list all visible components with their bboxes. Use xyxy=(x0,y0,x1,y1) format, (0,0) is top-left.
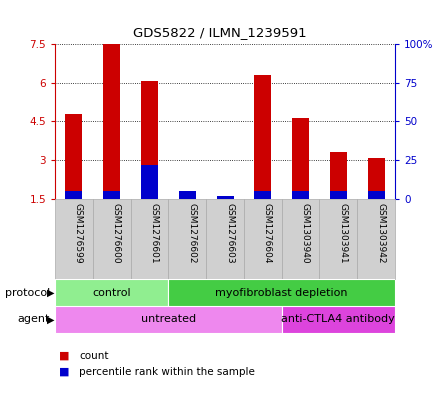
Bar xyxy=(55,306,282,333)
Text: ■: ■ xyxy=(59,367,70,377)
Text: GSM1276599: GSM1276599 xyxy=(74,203,83,264)
Bar xyxy=(103,191,120,199)
Text: percentile rank within the sample: percentile rank within the sample xyxy=(79,367,255,377)
Text: ▶: ▶ xyxy=(47,314,55,325)
Text: ▶: ▶ xyxy=(47,288,55,298)
Text: GSM1303940: GSM1303940 xyxy=(301,203,310,264)
Bar xyxy=(141,165,158,199)
Bar xyxy=(330,152,347,199)
Bar xyxy=(206,199,244,279)
Text: GSM1276603: GSM1276603 xyxy=(225,203,234,264)
Text: ■: ■ xyxy=(59,351,70,361)
Bar xyxy=(357,199,395,279)
Bar xyxy=(292,118,309,199)
Bar xyxy=(282,199,319,279)
Text: GSM1276602: GSM1276602 xyxy=(187,203,196,263)
Bar xyxy=(367,191,385,199)
Bar xyxy=(367,158,385,199)
Text: myofibroblast depletion: myofibroblast depletion xyxy=(216,288,348,298)
Bar xyxy=(55,199,93,279)
Bar xyxy=(282,306,395,333)
Bar xyxy=(66,191,82,199)
Text: GSM1276600: GSM1276600 xyxy=(112,203,121,264)
Bar xyxy=(216,196,234,199)
Bar xyxy=(169,279,395,306)
Bar xyxy=(169,199,206,279)
Bar xyxy=(103,44,120,199)
Bar xyxy=(179,195,196,199)
Bar xyxy=(244,199,282,279)
Bar xyxy=(330,191,347,199)
Bar xyxy=(319,199,357,279)
Text: untreated: untreated xyxy=(141,314,196,325)
Text: GSM1303942: GSM1303942 xyxy=(376,203,385,263)
Text: protocol: protocol xyxy=(5,288,50,298)
Bar xyxy=(55,279,169,306)
Text: GSM1276604: GSM1276604 xyxy=(263,203,272,263)
Text: GSM1303941: GSM1303941 xyxy=(338,203,347,264)
Text: count: count xyxy=(79,351,109,361)
Text: anti-CTLA4 antibody: anti-CTLA4 antibody xyxy=(282,314,395,325)
Bar xyxy=(254,75,271,199)
Text: GSM1276601: GSM1276601 xyxy=(150,203,158,264)
Bar xyxy=(141,81,158,199)
Bar xyxy=(292,191,309,199)
Bar xyxy=(66,114,82,199)
Bar xyxy=(179,191,196,199)
Bar xyxy=(254,191,271,199)
Bar xyxy=(93,199,131,279)
Bar xyxy=(131,199,169,279)
Text: GDS5822 / ILMN_1239591: GDS5822 / ILMN_1239591 xyxy=(133,26,307,40)
Text: control: control xyxy=(92,288,131,298)
Text: agent: agent xyxy=(18,314,50,325)
